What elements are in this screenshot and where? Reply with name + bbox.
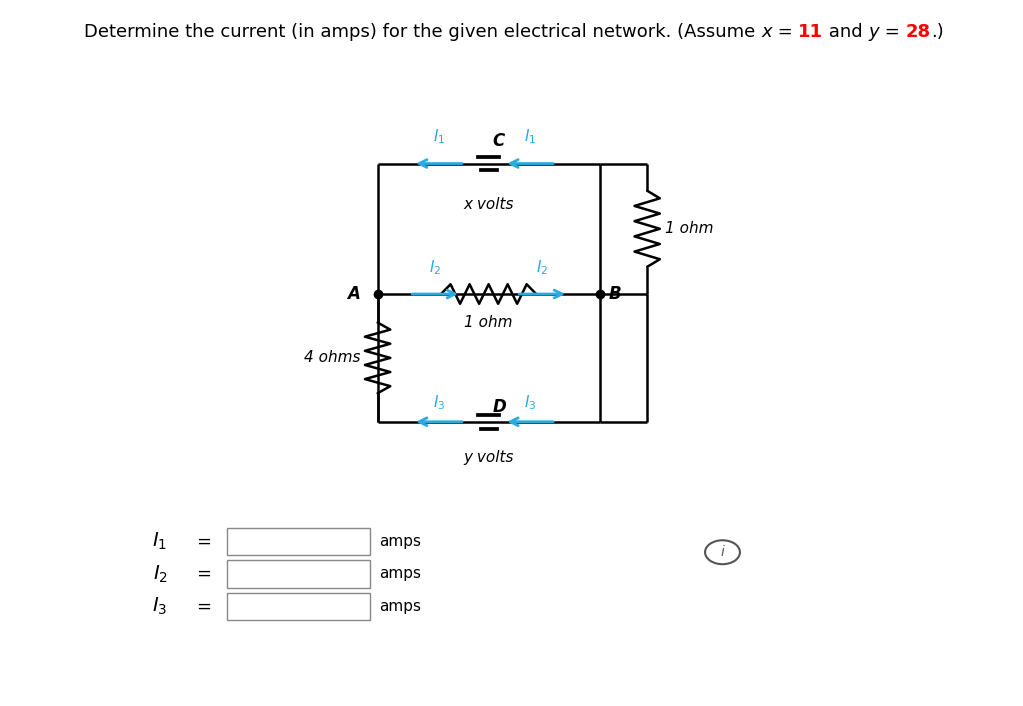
Text: $I_1$: $I_1$ — [524, 128, 536, 146]
Text: 4 ohms: 4 ohms — [304, 350, 360, 366]
Text: $I_3$: $I_3$ — [152, 596, 168, 617]
Text: $I_3$: $I_3$ — [434, 393, 446, 412]
Text: =: = — [195, 565, 211, 583]
Text: =: = — [195, 597, 211, 616]
Text: amps: amps — [380, 566, 421, 582]
Text: $I_1$: $I_1$ — [152, 531, 168, 552]
Text: y: y — [869, 23, 879, 40]
Text: amps: amps — [380, 599, 421, 614]
Text: 1 ohm: 1 ohm — [665, 221, 713, 237]
Text: 1 ohm: 1 ohm — [464, 315, 513, 330]
FancyBboxPatch shape — [227, 593, 369, 620]
Text: 28: 28 — [905, 23, 931, 40]
Text: C: C — [493, 132, 504, 150]
Text: x: x — [761, 23, 771, 40]
Text: $I_2$: $I_2$ — [429, 258, 441, 277]
Text: .): .) — [931, 23, 943, 40]
Text: and: and — [824, 23, 869, 40]
Text: $I_1$: $I_1$ — [434, 128, 446, 146]
Text: B: B — [609, 285, 622, 303]
FancyBboxPatch shape — [227, 561, 369, 587]
Text: =: = — [771, 23, 798, 40]
Text: Determine the current (in amps) for the given electrical network. (Assume: Determine the current (in amps) for the … — [84, 23, 761, 40]
Text: $I_2$: $I_2$ — [152, 563, 168, 585]
Text: D: D — [493, 398, 506, 417]
Text: A: A — [347, 285, 360, 303]
FancyBboxPatch shape — [227, 528, 369, 555]
Text: $I_2$: $I_2$ — [536, 258, 548, 277]
Text: 11: 11 — [798, 23, 824, 40]
Text: i: i — [720, 545, 724, 559]
Text: amps: amps — [380, 534, 421, 549]
Text: =: = — [879, 23, 905, 40]
Text: y volts: y volts — [463, 450, 514, 465]
Text: =: = — [195, 532, 211, 551]
Text: x volts: x volts — [463, 197, 514, 212]
Text: $I_3$: $I_3$ — [524, 393, 536, 412]
